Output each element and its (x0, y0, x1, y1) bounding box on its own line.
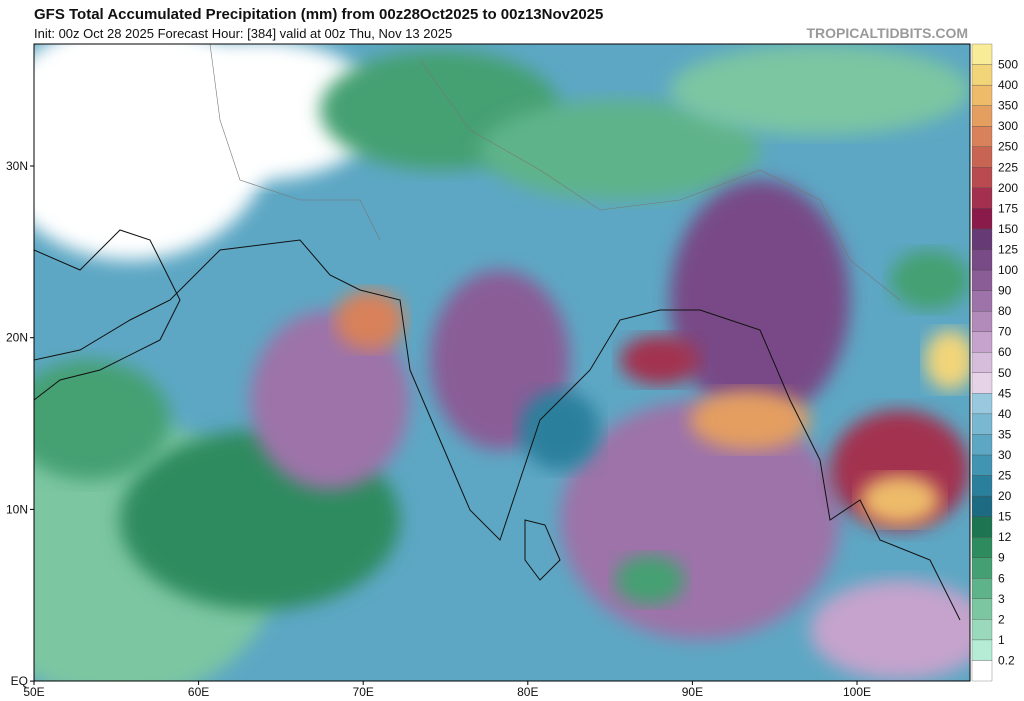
lon-label: 90E (682, 685, 703, 699)
lon-label: 70E (353, 685, 374, 699)
colorbar-label: 2 (998, 612, 1005, 626)
colorbar-label: 300 (998, 119, 1018, 133)
field-blob (860, 475, 940, 525)
colorbar-swatch (971, 126, 993, 147)
colorbar-swatch (971, 557, 993, 579)
colorbar-label: 20 (998, 489, 1012, 503)
colorbar-swatch (971, 331, 993, 353)
colorbar-label: 400 (998, 78, 1018, 92)
colorbar-label: 3 (998, 592, 1005, 606)
colorbar-label: 225 (998, 160, 1018, 174)
field-blob (670, 180, 850, 420)
colorbar: 0.21236912152025303540455060708090100125… (971, 43, 1018, 682)
colorbar-label: 175 (998, 201, 1018, 215)
colorbar-swatch (971, 249, 993, 271)
colorbar-swatch (971, 167, 993, 188)
colorbar-swatch (971, 516, 993, 538)
colorbar-swatch (971, 146, 993, 168)
colorbar-swatch (971, 187, 993, 209)
field-blob (34, 360, 170, 480)
field-blob (670, 45, 970, 135)
colorbar-label: 150 (998, 222, 1018, 236)
colorbar-swatch (971, 105, 993, 127)
colorbar-label: 350 (998, 99, 1018, 113)
lon-label: 80E (517, 685, 538, 699)
colorbar-label: 6 (998, 571, 1005, 585)
colorbar-label: 35 (998, 427, 1012, 441)
colorbar-swatch (971, 208, 993, 230)
lon-label: 100E (843, 685, 871, 699)
colorbar-swatch (971, 578, 993, 599)
colorbar-swatch (971, 84, 993, 106)
field-blob (250, 310, 410, 490)
colorbar-swatch (971, 372, 993, 394)
coastline (524, 519, 561, 581)
colorbar-swatch (971, 310, 993, 332)
colorbar-swatch (971, 269, 993, 291)
field-blob (140, 44, 380, 180)
coastline (34, 239, 961, 621)
coastline (34, 229, 181, 401)
colorbar-swatch (971, 290, 993, 312)
colorbar-swatch (971, 454, 993, 476)
colorbar-label: 12 (998, 530, 1012, 544)
colorbar-label: 50 (998, 366, 1012, 380)
map-frame (33, 43, 971, 682)
colorbar-label: 500 (998, 58, 1018, 72)
colorbar-label: 1 (998, 633, 1005, 647)
colorbar-label: 45 (998, 386, 1012, 400)
colorbar-label: 70 (998, 325, 1012, 339)
field-blob (890, 250, 970, 310)
colorbar-swatch (971, 598, 993, 620)
colorbar-label: 90 (998, 284, 1012, 298)
lat-label: EQ (11, 674, 28, 688)
colorbar-label: 15 (998, 510, 1012, 524)
credit: TROPICALTIDBITS.COM (806, 25, 968, 41)
colorbar-label: 200 (998, 181, 1018, 195)
field-blob (335, 290, 405, 350)
lat-label: 30N (6, 159, 28, 173)
colorbar-label: 40 (998, 407, 1012, 421)
colorbar-label: 250 (998, 140, 1018, 154)
precip-field (34, 44, 970, 681)
field-blob (480, 100, 760, 200)
colorbar-swatch (971, 352, 993, 373)
field-blob (810, 580, 970, 680)
colorbar-swatch (971, 413, 993, 435)
colorbar-swatch (971, 64, 993, 86)
lat-label: 20N (6, 331, 28, 345)
lon-label: 50E (23, 685, 44, 699)
colorbar-swatch (971, 393, 993, 415)
lon-label: 60E (188, 685, 209, 699)
border (209, 44, 901, 301)
field-blob (615, 555, 685, 605)
field-blob (690, 390, 810, 450)
colorbar-swatch (971, 228, 993, 250)
field-blob (620, 335, 700, 385)
colorbar-swatch (971, 475, 993, 497)
colorbar-label: 0.2 (998, 653, 1015, 667)
colorbar-swatch (971, 43, 993, 65)
colorbar-label: 60 (998, 345, 1012, 359)
colorbar-label: 9 (998, 551, 1005, 565)
colorbar-label: 30 (998, 448, 1012, 462)
colorbar-swatch (971, 660, 993, 682)
field-blob (925, 330, 970, 390)
field-blob (520, 390, 600, 470)
subtitle: Init: 00z Oct 28 2025 Forecast Hour: [38… (34, 26, 452, 41)
colorbar-swatch (971, 495, 993, 517)
colorbar-label: 80 (998, 304, 1012, 318)
colorbar-swatch (971, 434, 993, 456)
colorbar-swatch (971, 639, 993, 661)
title: GFS Total Accumulated Precipitation (mm)… (34, 6, 603, 23)
colorbar-label: 25 (998, 469, 1012, 483)
colorbar-swatch (971, 619, 993, 641)
colorbar-label: 125 (998, 242, 1018, 256)
colorbar-label: 100 (998, 263, 1018, 277)
lat-label: 10N (6, 502, 28, 516)
colorbar-swatch (971, 537, 993, 558)
